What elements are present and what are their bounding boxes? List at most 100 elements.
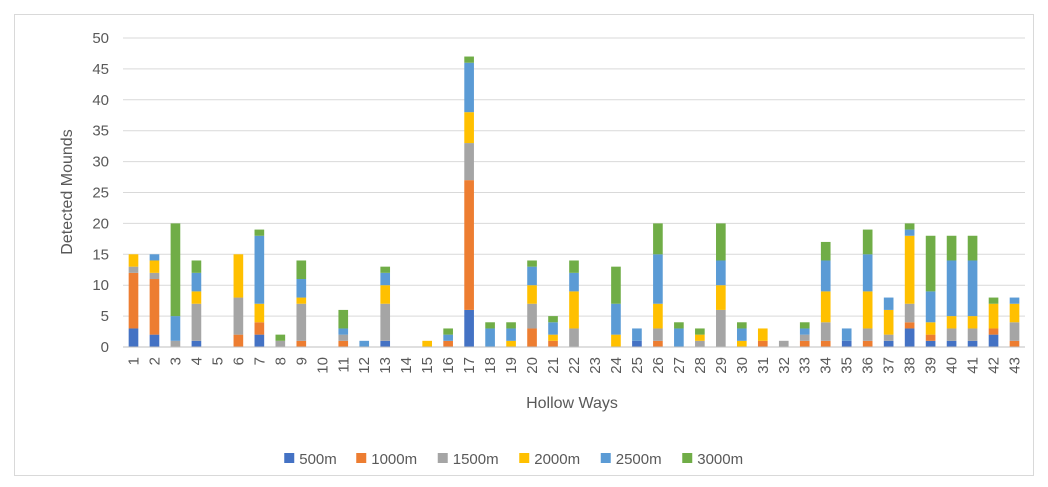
bar-segment (799, 340, 810, 347)
bar-segment (611, 266, 621, 304)
y-tick-label: 30 (92, 154, 109, 171)
y-tick-label: 35 (92, 123, 109, 140)
bar-segment (988, 297, 999, 304)
bar-segment (904, 229, 915, 236)
x-tick-label: 6 (230, 357, 247, 365)
x-tick-label: 15 (419, 357, 436, 374)
bar-segment (757, 340, 768, 347)
x-tick-label: 17 (461, 357, 478, 374)
x-tick-label: 4 (188, 357, 205, 365)
bar-segment (883, 334, 894, 341)
bar-segment (380, 303, 391, 341)
bar-segment (716, 285, 726, 310)
bar-segment (967, 328, 978, 341)
bar-segment (862, 340, 873, 347)
x-tick-label: 12 (356, 357, 373, 374)
bar-segment (464, 62, 474, 113)
bar-segment (254, 322, 265, 335)
bar-segment (569, 328, 579, 347)
x-tick-label: 37 (881, 357, 898, 374)
y-tick-label: 5 (101, 308, 109, 325)
x-tick-label: 43 (1007, 357, 1024, 374)
bar-segment (191, 272, 202, 292)
legend: 500m 1000m 1500m 2000m 2500m 3000m (284, 451, 743, 468)
legend-swatch (600, 453, 611, 463)
bar-segment (170, 316, 181, 341)
bar-segment (883, 340, 894, 347)
bar-segment (149, 260, 160, 273)
bar-segment (988, 328, 999, 335)
bar-segment (967, 340, 978, 347)
x-tick-label: 38 (902, 357, 919, 374)
bar-segment (820, 241, 831, 261)
legend-swatch (682, 453, 693, 463)
bar-segment (296, 297, 307, 304)
bar-segment (799, 328, 810, 335)
bar-segment (548, 334, 558, 341)
bar-segment (464, 309, 474, 347)
bar-segment (904, 328, 915, 347)
y-tick-label: 45 (92, 61, 109, 78)
legend-label: 500m (299, 451, 337, 468)
x-tick-label: 14 (398, 357, 415, 374)
bar-segment (841, 328, 852, 341)
bar-segment (716, 309, 726, 347)
bar-segment (128, 272, 139, 329)
bar-segment (380, 272, 391, 286)
x-tick-label: 11 (335, 357, 352, 373)
x-tick-label: 36 (860, 357, 877, 374)
bar-segment (527, 328, 537, 347)
bar-segment (904, 322, 915, 329)
bar-segment (275, 334, 286, 341)
bar-segment (925, 291, 936, 323)
legend-label: 3000m (697, 451, 743, 468)
bar-segment (506, 328, 516, 341)
bar-segment (946, 340, 957, 347)
bar-segment (338, 334, 349, 341)
bar-segment (149, 254, 160, 261)
bar-segment (485, 322, 495, 329)
bar-segment (338, 328, 349, 335)
bar-segment (632, 340, 642, 347)
x-tick-label: 25 (629, 357, 646, 374)
legend-label: 2000m (534, 451, 580, 468)
bar-segment (925, 235, 936, 292)
x-tick-label: 7 (251, 357, 268, 365)
bar-segment (191, 303, 202, 341)
bar-segment (149, 272, 160, 280)
x-tick-label: 3 (167, 357, 184, 365)
bar-segment (904, 223, 915, 230)
x-tick-label: 20 (524, 357, 541, 374)
x-tick-label: 18 (482, 357, 499, 374)
legend-item: 500m (284, 451, 337, 468)
x-tick-label: 30 (734, 357, 751, 374)
legend-item: 1000m (356, 451, 417, 468)
bar-segment (695, 328, 705, 335)
x-tick-label: 13 (377, 357, 394, 374)
bar-segment (485, 328, 495, 347)
bar-segment (925, 322, 936, 335)
bar-segment (527, 266, 537, 286)
bar-segment (946, 316, 957, 329)
bar-segment (296, 340, 307, 347)
y-tick-label: 15 (92, 246, 109, 263)
x-tick-label: 40 (944, 357, 961, 374)
bar-segment (464, 143, 474, 181)
x-tick-label: 2 (146, 357, 163, 365)
legend-item: 3000m (682, 451, 743, 468)
bar-segment (548, 322, 558, 335)
x-tick-label: 29 (713, 357, 730, 374)
bar-segment (464, 56, 474, 63)
bar-segment (254, 334, 265, 347)
bar-segment (128, 254, 139, 267)
bar-segment (1009, 303, 1020, 323)
bars (128, 56, 1020, 347)
x-tick-label: 21 (545, 357, 562, 374)
x-tick-label: 26 (650, 357, 667, 374)
x-tick-label: 41 (965, 357, 982, 374)
legend-item: 2500m (600, 451, 662, 468)
legend-label: 1000m (371, 451, 417, 468)
x-tick-label: 39 (923, 357, 940, 374)
bar-segment (967, 235, 978, 261)
x-tick-label: 42 (986, 357, 1003, 374)
